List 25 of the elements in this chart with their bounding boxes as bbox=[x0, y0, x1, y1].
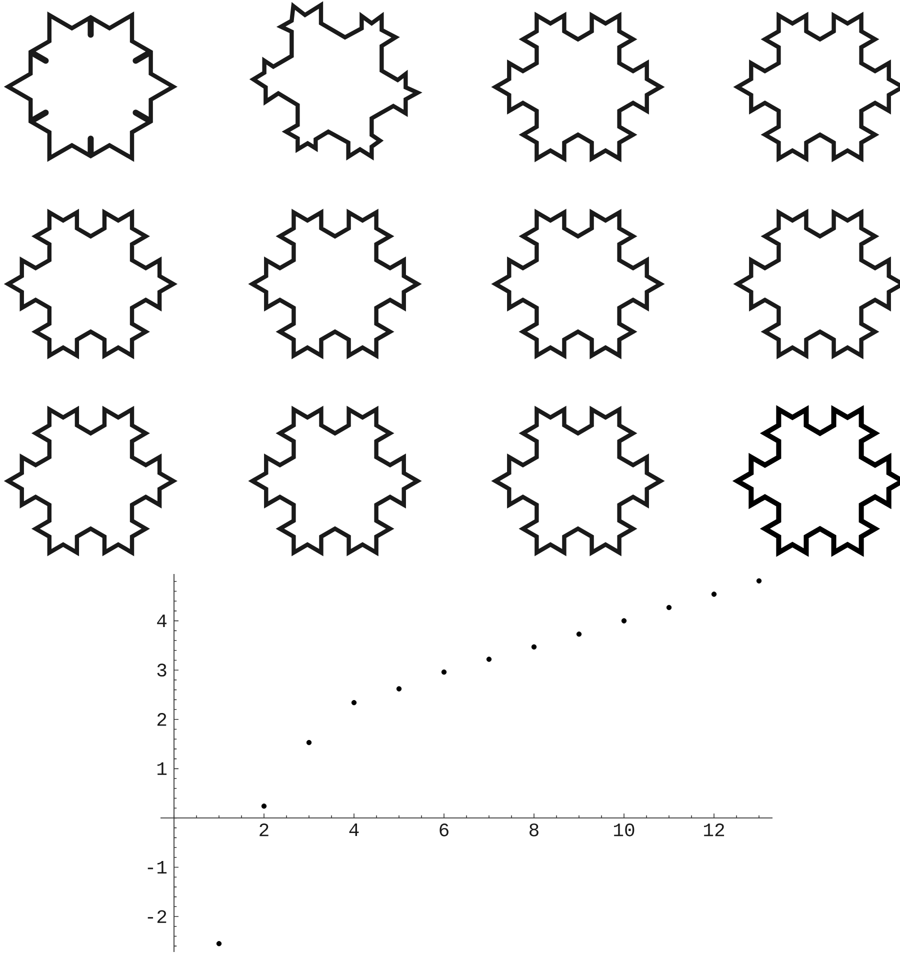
x-tick-label: 8 bbox=[530, 823, 538, 836]
y-tick-label: -1 bbox=[148, 861, 167, 874]
point bbox=[576, 632, 582, 637]
point bbox=[396, 686, 402, 692]
point bbox=[621, 618, 627, 624]
point bbox=[441, 669, 447, 675]
point bbox=[261, 804, 267, 809]
point bbox=[351, 700, 357, 706]
y-tick-label: 1 bbox=[158, 762, 167, 775]
x-tick-label: 10 bbox=[614, 823, 634, 836]
x-tick-label: 6 bbox=[440, 823, 448, 836]
y-tick-label: 2 bbox=[157, 713, 166, 726]
point bbox=[306, 740, 312, 746]
point bbox=[531, 644, 537, 650]
x-tick-label: 4 bbox=[349, 823, 359, 836]
x-tick-label: 2 bbox=[260, 823, 268, 836]
point bbox=[216, 941, 222, 946]
x-tick-label: 12 bbox=[704, 823, 724, 836]
point bbox=[486, 656, 492, 662]
point bbox=[711, 592, 717, 597]
point bbox=[666, 604, 672, 610]
y-tick-label: 3 bbox=[157, 664, 166, 677]
y-tick-label: 4 bbox=[157, 614, 167, 628]
y-tick-label: -2 bbox=[148, 910, 166, 923]
point bbox=[756, 578, 762, 584]
